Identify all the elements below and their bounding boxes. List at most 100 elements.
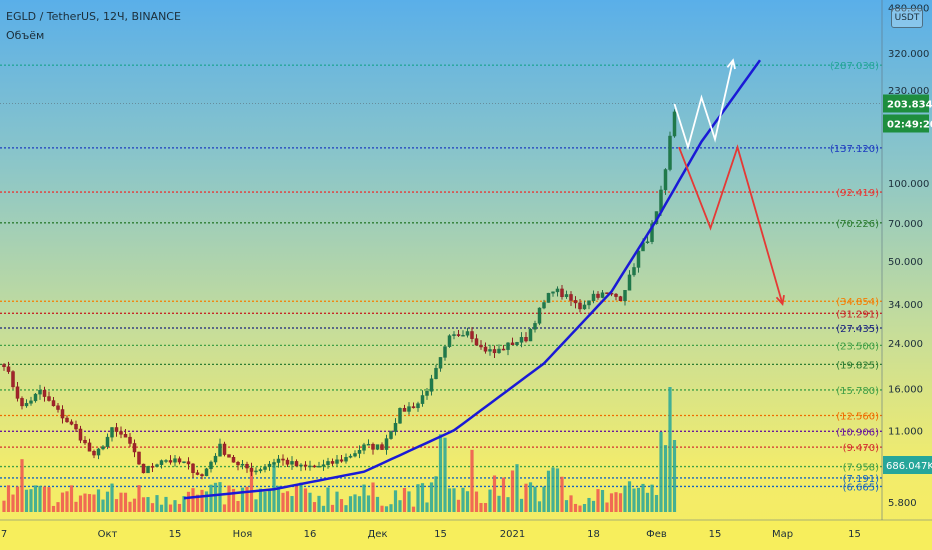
candle-body-20 [92, 450, 96, 456]
volume-bar-11 [51, 505, 56, 512]
candle-body-63 [285, 459, 290, 465]
volume-bar-36 [164, 496, 168, 512]
volume-bar-92 [416, 484, 420, 512]
volume-bar-13 [60, 492, 65, 512]
candle-body-94 [425, 391, 429, 396]
volume-bar-149 [672, 440, 677, 512]
candle-body-33 [150, 466, 155, 468]
level-label-1: (137.120) [830, 144, 879, 155]
candle-body-132 [596, 293, 600, 298]
candle-body-66 [299, 464, 303, 467]
candle-body-9 [42, 389, 47, 397]
candle-body-2 [11, 371, 15, 388]
volume-bar-17 [78, 495, 83, 512]
volume-bar-5 [24, 489, 29, 512]
volume-bar-134 [605, 502, 609, 512]
candle-body-113 [510, 342, 515, 346]
candle-body-149 [672, 111, 677, 137]
level-labels: (287.038) (137.120) (92.419) (70.226) (34.85… [830, 61, 879, 493]
volume-bar-78 [353, 494, 357, 512]
volume-bar-32 [146, 497, 150, 512]
level-label-3: (70.226) [836, 219, 879, 230]
volume-indicator-label[interactable]: Объём [6, 29, 45, 42]
candle-body-15 [69, 421, 74, 425]
candle-body-125 [564, 294, 569, 297]
level-label-6: (27.435) [836, 324, 879, 335]
candle-body-89 [402, 408, 407, 412]
candle-body-53 [240, 463, 245, 466]
candle-body-106 [479, 344, 483, 348]
candle-body-49 [222, 443, 227, 455]
volume-bar-97 [438, 434, 443, 512]
volume-bar-101 [456, 499, 461, 512]
volume-bar-57 [258, 488, 263, 512]
time-axis[interactable]: 7 Окт 15 Ноя 16 Дек 15 2021 18 Фев 15 Мар 15 [0, 519, 932, 550]
candle-body-46 [209, 461, 213, 470]
time-tick-label-8: 18 [587, 529, 600, 540]
candle-body-47 [213, 455, 218, 463]
candle-body-14 [65, 417, 69, 423]
volume-bar-94 [425, 502, 429, 512]
candle-body-42 [191, 463, 195, 473]
volume-bar-45 [204, 491, 209, 512]
candle-body-148 [668, 135, 672, 170]
volume-bar-49 [222, 504, 227, 512]
volume-bar-119 [537, 501, 542, 512]
candle-body-24 [110, 427, 114, 438]
time-tick-label-11: Мар [772, 529, 793, 540]
candle-body-75 [339, 459, 344, 462]
volume-bar-53 [240, 487, 245, 512]
candle-body-131 [591, 293, 596, 302]
volume-bar-140 [632, 488, 636, 512]
level-label-15: (6.665) [843, 482, 880, 493]
volume-bar-118 [533, 486, 537, 512]
volume-bar-109 [492, 475, 497, 512]
volume-bar-33 [150, 503, 155, 512]
volume-bar-146 [659, 432, 663, 512]
volume-bar-29 [132, 498, 137, 512]
volume-bar-80 [362, 484, 366, 512]
candle-body-77 [348, 455, 353, 458]
candle-body-21 [96, 448, 101, 456]
volume-bar-137 [618, 493, 623, 512]
candle-body-23 [105, 436, 110, 447]
symbol-title[interactable]: EGLD / TetherUS, 12Ч, BINANCE [6, 10, 181, 23]
volume-bar-90 [407, 491, 411, 512]
volume-bar-95 [429, 482, 434, 512]
time-tick-label-9: Фев [646, 529, 667, 540]
volume-bar-108 [488, 489, 492, 512]
level-label-0: (287.038) [830, 61, 879, 72]
candle-body-129 [582, 304, 587, 310]
volume-badge [883, 456, 932, 474]
candle-body-43 [195, 472, 200, 475]
candle-body-38 [173, 458, 177, 463]
candle-body-74 [335, 459, 339, 464]
candle-body-108 [488, 349, 492, 352]
candle-body-27 [123, 434, 128, 438]
candle-body-140 [632, 267, 636, 276]
volume-bar-85 [384, 506, 389, 512]
volume-bar-113 [510, 470, 515, 512]
candles [2, 109, 677, 480]
price-tick-label-1: 320.000 [888, 49, 929, 60]
price-tick-label-6: 34.000 [888, 300, 923, 311]
volume-bar-99 [447, 488, 452, 512]
candle-body-107 [483, 346, 488, 352]
candle-body-105 [474, 338, 479, 346]
volume-bar-56 [254, 499, 258, 512]
candle-body-87 [393, 423, 398, 432]
candle-body-117 [528, 329, 533, 342]
price-axis[interactable]: 480.000 320.000 230.000 100.000 70.000 50.000… [881, 0, 932, 520]
volume-bar-115 [519, 498, 524, 512]
level-label-14: (7.191) [843, 474, 880, 485]
volume-bar-28 [128, 501, 132, 512]
currency-button[interactable]: USDT [891, 8, 923, 28]
candle-body-35 [159, 460, 164, 465]
volume-bar-34 [155, 495, 159, 512]
volume-bar-104 [470, 449, 474, 512]
volume-bar-147 [663, 445, 668, 512]
candle-body-30 [137, 451, 141, 465]
volume-bar-84 [380, 505, 384, 512]
